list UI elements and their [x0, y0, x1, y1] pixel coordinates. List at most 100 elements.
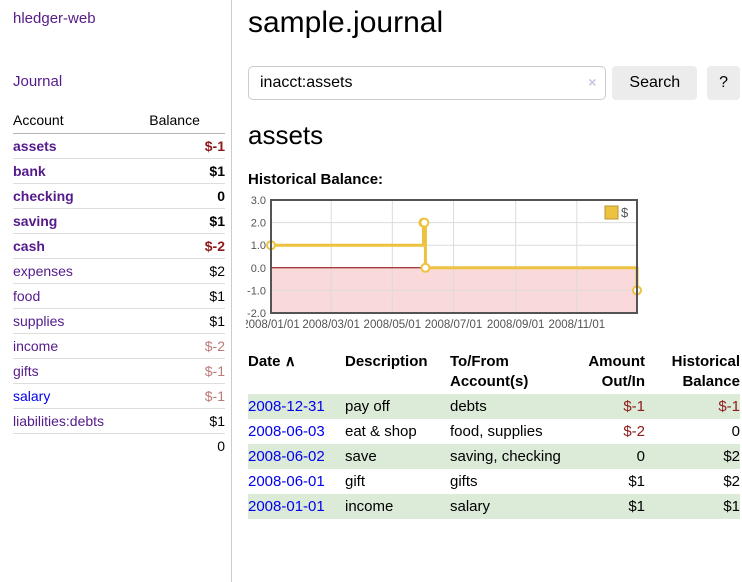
account-balance: 0 — [149, 183, 225, 209]
register-row: 2008-01-01 income salary $1 $1 — [248, 494, 740, 519]
svg-text:2.0: 2.0 — [251, 218, 266, 230]
account-link-bank[interactable]: bank — [13, 163, 46, 179]
transaction-description: pay off — [345, 398, 390, 415]
account-link-assets[interactable]: assets — [13, 138, 57, 154]
data-point — [420, 262, 431, 273]
account-balance: $1 — [149, 158, 225, 184]
svg-text:0.0: 0.0 — [251, 263, 266, 275]
account-row: checking 0 — [13, 183, 225, 209]
accounts-header-balance: Balance — [149, 108, 225, 134]
account-row: bank $1 — [13, 158, 225, 184]
transaction-date-link[interactable]: 2008-06-01 — [248, 473, 325, 490]
transaction-description: gift — [345, 473, 366, 490]
account-balance: $-1 — [149, 383, 225, 409]
account-link-food[interactable]: food — [13, 288, 41, 304]
transaction-amount: $-2 — [623, 423, 645, 440]
clear-search-icon[interactable]: × — [588, 74, 597, 90]
account-link-supplies[interactable]: supplies — [13, 313, 65, 329]
account-balance: $-1 — [149, 133, 225, 159]
svg-text:2008/11/01: 2008/11/01 — [548, 319, 605, 331]
transaction-accounts: gifts — [450, 473, 478, 490]
account-balance: $1 — [149, 208, 225, 234]
sort-ascending-icon: ∧ — [284, 353, 296, 370]
x-axis-labels: 2008/01/01 2008/03/01 2008/05/01 2008/07/01… — [246, 319, 605, 331]
transaction-amount: $-1 — [623, 398, 645, 415]
svg-text:3.0: 3.0 — [251, 195, 266, 207]
svg-text:-2.0: -2.0 — [247, 308, 266, 320]
account-link-expenses[interactable]: expenses — [13, 263, 73, 279]
svg-text:2008/03/01: 2008/03/01 — [302, 319, 360, 331]
y-axis-labels: 3.0 2.0 1.0 0.0 -1.0 -2.0 — [247, 195, 266, 320]
search-bar: × Search ? — [248, 66, 740, 100]
svg-text:1.0: 1.0 — [251, 240, 266, 252]
transaction-accounts: food, supplies — [450, 423, 543, 440]
account-page-title: assets — [248, 120, 324, 150]
search-input[interactable] — [248, 66, 607, 100]
register-header-description: Description — [345, 353, 428, 370]
transaction-accounts: salary — [450, 498, 491, 515]
app-title-link[interactable]: hledger-web — [13, 10, 96, 27]
transaction-description: income — [345, 498, 394, 515]
account-link-checking[interactable]: checking — [13, 188, 74, 204]
page-title: sample.journal — [248, 6, 444, 39]
transaction-accounts: saving, checking — [450, 448, 561, 465]
transaction-date-link[interactable]: 2008-06-03 — [248, 423, 325, 440]
account-row: liabilities:debts $1 — [13, 408, 225, 434]
account-link-liabilities-debts[interactable]: liabilities:debts — [13, 413, 105, 429]
account-row: food $1 — [13, 283, 225, 309]
transaction-balance: $2 — [723, 473, 740, 490]
register-row: 2008-06-03 eat & shop food, supplies $-2… — [248, 419, 740, 444]
transaction-description: eat & shop — [345, 423, 417, 440]
transaction-balance: $1 — [723, 498, 740, 515]
accounts-header-account: Account — [13, 108, 150, 134]
svg-text:2008/05/01: 2008/05/01 — [364, 319, 422, 331]
accounts-total-value: 0 — [149, 433, 225, 458]
chart-section-label: Historical Balance: — [248, 171, 384, 188]
account-link-gifts[interactable]: gifts — [13, 363, 39, 379]
account-balance: $1 — [149, 308, 225, 334]
help-button[interactable]: ? — [707, 66, 740, 100]
register-header-date-label: Date — [248, 353, 281, 370]
register-row: 2008-06-02 save saving, checking 0 $2 — [248, 444, 740, 469]
transaction-balance: 0 — [731, 423, 740, 440]
main-content: sample.journal × Search ? assets Histori… — [246, 0, 740, 519]
register-row: 2008-06-01 gift gifts $1 $2 — [248, 469, 740, 494]
data-point — [419, 217, 430, 228]
transaction-balance: $-1 — [718, 398, 740, 415]
account-balance: $-1 — [149, 358, 225, 384]
svg-text:2008/01/01: 2008/01/01 — [246, 319, 300, 331]
transaction-amount: 0 — [636, 448, 645, 465]
accounts-total-row: 0 — [13, 433, 225, 458]
search-button[interactable]: Search — [612, 66, 698, 100]
register-table: Date ∧ Description To/From Account(s) Am… — [248, 350, 740, 519]
account-balance: $1 — [149, 283, 225, 309]
account-link-saving[interactable]: saving — [13, 213, 58, 229]
transaction-accounts: debts — [450, 398, 487, 415]
register-header-accounts: To/From Account(s) — [450, 353, 529, 390]
historical-balance-chart: $3.0 2.0 1.0 0.0 -1.0 -2.0 2008/01/01 2008/03/0… — [246, 193, 740, 335]
transaction-description: save — [345, 448, 377, 465]
svg-text:2008/07/01: 2008/07/01 — [425, 319, 483, 331]
register-header-amount: Amount Out/In — [588, 353, 645, 390]
legend-label: $ — [621, 205, 629, 220]
account-row: cash $-2 — [13, 233, 225, 259]
account-row: supplies $1 — [13, 308, 225, 334]
account-link-income[interactable]: income — [13, 338, 59, 354]
account-row: salary $-1 — [13, 383, 225, 409]
transaction-amount: $1 — [628, 498, 645, 515]
account-row: saving $1 — [13, 208, 225, 234]
accounts-table: Account Balance assets $-1 bank $1 check… — [13, 108, 225, 458]
sidebar-item-journal[interactable]: Journal — [13, 73, 63, 90]
account-link-salary[interactable]: salary — [13, 388, 51, 404]
transaction-date-link[interactable]: 2008-12-31 — [248, 398, 325, 415]
account-link-cash[interactable]: cash — [13, 238, 45, 254]
account-balance: $-2 — [149, 233, 225, 259]
sidebar: hledger-web Journal Account Balance asse… — [0, 0, 232, 582]
register-header-date[interactable]: Date ∧ — [248, 350, 345, 394]
transaction-date-link[interactable]: 2008-01-01 — [248, 498, 325, 515]
transaction-date-link[interactable]: 2008-06-02 — [248, 448, 325, 465]
transaction-amount: $1 — [628, 473, 645, 490]
account-row: gifts $-1 — [13, 358, 225, 384]
account-balance: $1 — [149, 408, 225, 434]
